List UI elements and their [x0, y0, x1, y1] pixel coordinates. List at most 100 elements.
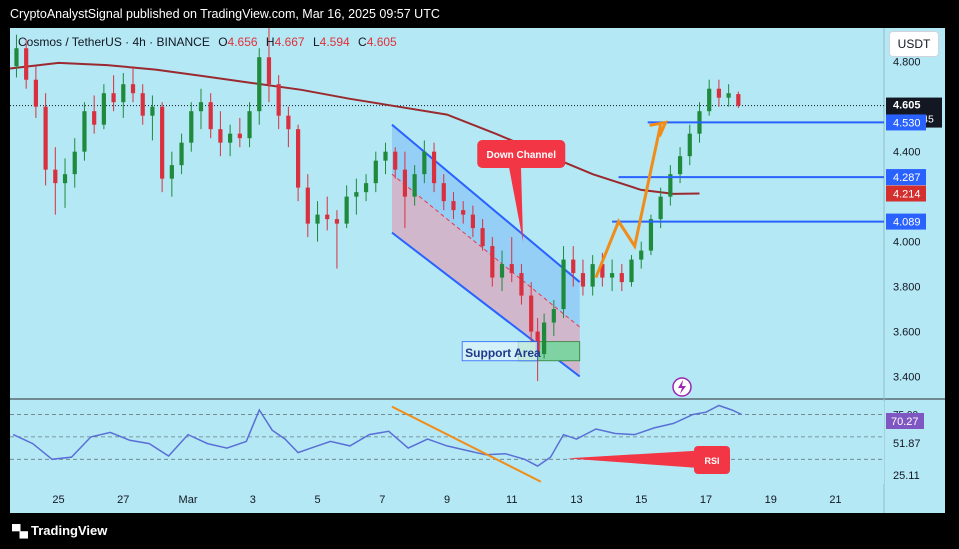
candle-body — [305, 187, 310, 224]
time-tick-label: 9 — [444, 494, 450, 506]
candle — [266, 28, 272, 103]
candle — [354, 178, 359, 215]
candle-body — [639, 250, 644, 260]
candle-body — [580, 273, 586, 287]
price-tick-label: 4.000 — [893, 237, 921, 249]
candle — [72, 138, 77, 188]
rsi-tick-label: 51.87 — [893, 438, 921, 450]
candle — [53, 147, 58, 215]
currency-button[interactable]: USDT — [889, 31, 939, 57]
candle — [179, 133, 184, 175]
down-channel-callout[interactable]: Down Channel — [477, 140, 566, 242]
candle-body — [422, 151, 427, 175]
close-key: C — [358, 35, 367, 49]
candle — [325, 196, 330, 231]
candle-body — [62, 174, 68, 184]
candle — [101, 84, 106, 130]
tradingview-brand[interactable]: ▀▄ TradingView — [12, 523, 107, 538]
candle — [571, 246, 576, 287]
candle — [208, 93, 213, 139]
level-label-box — [886, 114, 926, 131]
candle-body — [461, 210, 466, 215]
candle — [62, 158, 68, 208]
ma-value-label: 4.214 — [893, 188, 921, 200]
candle-body — [470, 214, 475, 229]
candle-body — [315, 214, 320, 224]
candle — [470, 205, 475, 238]
candle — [121, 72, 126, 118]
time-tick-label: 21 — [829, 494, 841, 506]
candle-body — [716, 88, 722, 98]
lightning-icon[interactable] — [672, 377, 692, 397]
candle-body — [121, 84, 126, 103]
time-tick-label: 19 — [765, 494, 777, 506]
time-tick-label: 3 — [250, 494, 256, 506]
symbol-header: Cosmos / TetherUS · 4h · BINANCE O4.656 … — [18, 35, 397, 49]
candle — [561, 246, 566, 319]
rsi-divergence-line — [391, 405, 542, 483]
candle-body — [53, 169, 58, 184]
candle — [111, 75, 116, 112]
open-value: 4.656 — [227, 35, 258, 49]
candle — [480, 219, 485, 251]
candle — [716, 79, 722, 107]
candle-body — [24, 48, 29, 80]
candle — [609, 259, 615, 292]
candle — [198, 88, 204, 130]
rsi-callout-box — [694, 446, 730, 474]
candle — [92, 95, 97, 134]
candle — [629, 255, 634, 287]
candle — [551, 300, 556, 337]
candle — [509, 237, 514, 283]
channel-upper-line — [391, 123, 581, 283]
candle-body — [519, 273, 524, 296]
candle-body — [393, 151, 398, 170]
projection-path — [594, 124, 663, 279]
candle-body — [736, 94, 741, 106]
candle-body — [609, 273, 615, 278]
candle-body — [354, 192, 359, 197]
candle-body — [707, 88, 712, 112]
candle-body — [383, 151, 388, 161]
time-tick-label: 13 — [570, 494, 582, 506]
rsi-callout-text: RSI — [704, 456, 719, 466]
candle-body — [687, 133, 692, 157]
candle-body — [619, 273, 624, 283]
candle — [461, 201, 466, 224]
candle — [344, 185, 349, 229]
high-key: H — [265, 35, 275, 49]
candle-body — [334, 219, 340, 224]
candle — [14, 34, 19, 78]
support-area-text: Support Area — [465, 346, 541, 360]
candle-body — [43, 106, 48, 170]
candle-body — [14, 48, 19, 67]
candle-body — [257, 57, 262, 112]
candle-body — [344, 196, 349, 224]
candle — [639, 241, 644, 269]
time-tick-label: 7 — [379, 494, 385, 506]
candle-body — [228, 133, 233, 143]
high-value: 4.667 — [274, 35, 305, 49]
candle — [619, 264, 624, 292]
candle — [140, 84, 145, 125]
candle-body — [169, 165, 174, 179]
candle — [237, 117, 242, 148]
candle-body — [561, 259, 566, 310]
rsi-callout[interactable]: RSI — [566, 446, 730, 474]
candle — [383, 142, 388, 175]
callout-pointer — [508, 167, 524, 242]
candle-body — [208, 102, 213, 130]
candle — [580, 259, 586, 296]
candle-body — [286, 115, 291, 130]
symbol-title[interactable]: Cosmos / TetherUS · 4h · BINANCE — [18, 35, 210, 49]
rsi-value-box — [886, 413, 924, 429]
candle — [431, 142, 437, 193]
level-label-4.287: 4.287 — [893, 172, 921, 184]
time-tick-label: 5 — [314, 494, 320, 506]
level-label-box — [886, 213, 926, 230]
candle — [33, 66, 38, 118]
candle-body — [72, 151, 77, 175]
candle-body — [542, 322, 547, 355]
time-tick-label: 11 — [506, 494, 517, 506]
